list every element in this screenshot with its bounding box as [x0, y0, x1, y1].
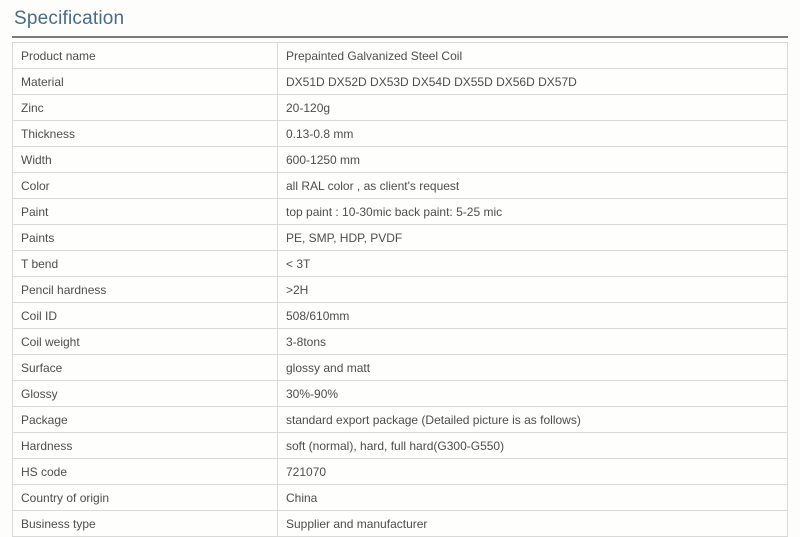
spec-label: T bend — [13, 251, 278, 277]
spec-value: soft (normal), hard, full hard(G300-G550… — [278, 433, 788, 459]
spec-label: Package — [13, 407, 278, 433]
spec-value: top paint : 10-30mic back paint: 5-25 mi… — [278, 199, 788, 225]
table-row: Zinc20-120g — [13, 95, 788, 121]
spec-label: Paints — [13, 225, 278, 251]
spec-label: Business type — [13, 511, 278, 537]
table-row: Product namePrepainted Galvanized Steel … — [13, 43, 788, 69]
table-row: Thickness0.13-0.8 mm — [13, 121, 788, 147]
spec-label: Thickness — [13, 121, 278, 147]
table-row: PaintsPE, SMP, HDP, PVDF — [13, 225, 788, 251]
spec-value: < 3T — [278, 251, 788, 277]
spec-value: Prepainted Galvanized Steel Coil — [278, 43, 788, 69]
table-row: Surfaceglossy and matt — [13, 355, 788, 381]
table-row: Packagestandard export package (Detailed… — [13, 407, 788, 433]
spec-label: Material — [13, 69, 278, 95]
table-row: HS code721070 — [13, 459, 788, 485]
table-row: Colorall RAL color , as client's request — [13, 173, 788, 199]
table-row: MaterialDX51D DX52D DX53D DX54D DX55D DX… — [13, 69, 788, 95]
spec-value: DX51D DX52D DX53D DX54D DX55D DX56D DX57… — [278, 69, 788, 95]
spec-table: Product namePrepainted Galvanized Steel … — [12, 42, 788, 537]
spec-value: 600-1250 mm — [278, 147, 788, 173]
spec-value: 0.13-0.8 mm — [278, 121, 788, 147]
spec-label: Hardness — [13, 433, 278, 459]
spec-label: Width — [13, 147, 278, 173]
spec-value: 30%-90% — [278, 381, 788, 407]
spec-label: Pencil hardness — [13, 277, 278, 303]
spec-value: 3-8tons — [278, 329, 788, 355]
spec-value: glossy and matt — [278, 355, 788, 381]
spec-label: Glossy — [13, 381, 278, 407]
spec-value: all RAL color , as client's request — [278, 173, 788, 199]
table-row: T bend< 3T — [13, 251, 788, 277]
section-divider — [12, 36, 788, 38]
spec-label: Coil ID — [13, 303, 278, 329]
spec-label: Surface — [13, 355, 278, 381]
spec-label: Zinc — [13, 95, 278, 121]
spec-value: >2H — [278, 277, 788, 303]
section-title: Specification — [14, 8, 788, 30]
spec-container: Specification Product namePrepainted Gal… — [0, 0, 800, 537]
spec-label: Country of origin — [13, 485, 278, 511]
spec-value: 721070 — [278, 459, 788, 485]
table-row: Pencil hardness>2H — [13, 277, 788, 303]
table-row: Coil ID508/610mm — [13, 303, 788, 329]
spec-value: 20-120g — [278, 95, 788, 121]
table-row: Business typeSupplier and manufacturer — [13, 511, 788, 537]
spec-label: Product name — [13, 43, 278, 69]
spec-value: 508/610mm — [278, 303, 788, 329]
spec-value: standard export package (Detailed pictur… — [278, 407, 788, 433]
spec-label: Paint — [13, 199, 278, 225]
table-row: Painttop paint : 10-30mic back paint: 5-… — [13, 199, 788, 225]
spec-label: HS code — [13, 459, 278, 485]
table-row: Coil weight3-8tons — [13, 329, 788, 355]
table-row: Hardnesssoft (normal), hard, full hard(G… — [13, 433, 788, 459]
spec-value: China — [278, 485, 788, 511]
table-row: Width600-1250 mm — [13, 147, 788, 173]
spec-label: Coil weight — [13, 329, 278, 355]
spec-label: Color — [13, 173, 278, 199]
table-row: Glossy30%-90% — [13, 381, 788, 407]
spec-value: Supplier and manufacturer — [278, 511, 788, 537]
table-row: Country of originChina — [13, 485, 788, 511]
spec-value: PE, SMP, HDP, PVDF — [278, 225, 788, 251]
